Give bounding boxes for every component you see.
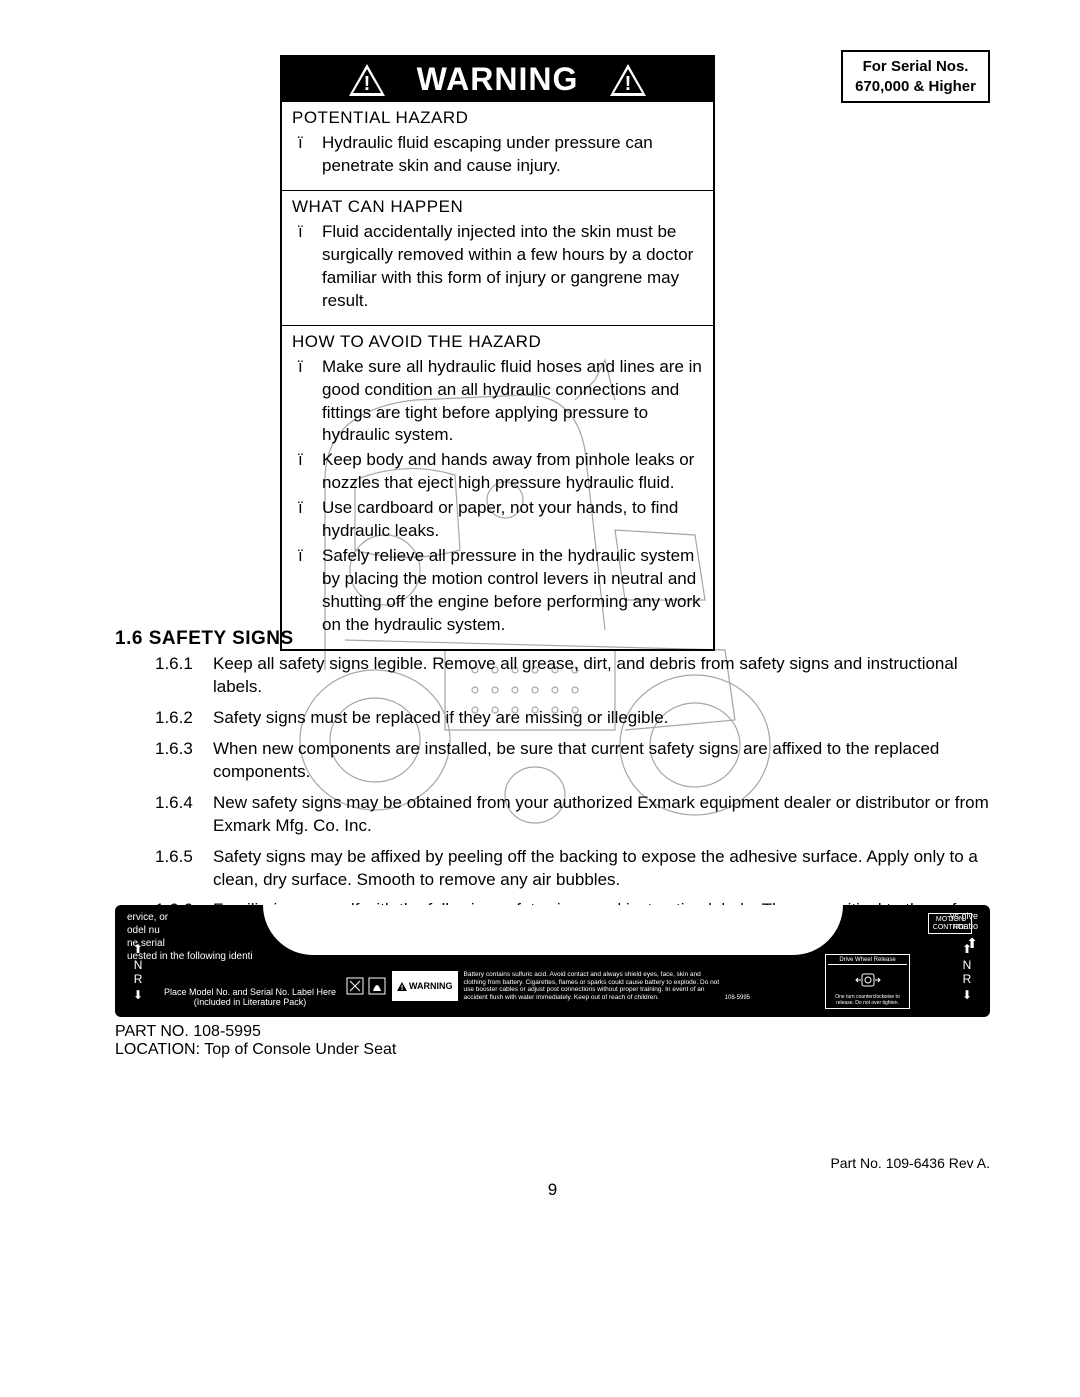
release-diagram-icon [854, 968, 882, 992]
warning-section-heading: WHAT CAN HAPPEN [292, 197, 703, 217]
item-number: 1.6.4 [155, 792, 213, 838]
mini-warning-strip: ! WARNING Battery contains sulfuric acid… [340, 971, 750, 1001]
list-item: 1.6.3When new components are installed, … [155, 738, 990, 784]
warning-bullet: ïKeep body and hands away from pinhole l… [292, 449, 703, 495]
serial-line1: For Serial Nos. [855, 57, 976, 77]
warning-box: ! WARNING ! POTENTIAL HAZARD ïHydraulic f… [280, 55, 715, 651]
warning-bullet: ïHydraulic fluid escaping under pressure… [292, 132, 703, 178]
warning-bullet: ïFluid accidentally injected into the sk… [292, 221, 703, 313]
warning-bullet: ïUse cardboard or paper, not your hands,… [292, 497, 703, 543]
item-text: Safety signs must be replaced if they ar… [213, 707, 990, 730]
console-label-panel: ervice, or odel nu ne serial uested in t… [115, 905, 990, 1017]
panel-model-serial-placeholder: Place Model No. and Serial No. Label Her… [135, 987, 365, 1007]
right-nr-indicator: ⬆ N R ⬇ [962, 941, 972, 1003]
warning-section: WHAT CAN HAPPEN ïFluid accidentally injec… [282, 191, 713, 326]
item-text: Keep all safety signs legible. Remove al… [213, 653, 990, 699]
warning-triangle-icon: ! [608, 62, 648, 98]
caption-location: LOCATION: Top of Console Under Seat [115, 1041, 990, 1059]
list-item: 1.6.2Safety signs must be replaced if th… [155, 707, 990, 730]
warning-section: HOW TO AVOID THE HAZARD ïMake sure all hy… [282, 326, 713, 649]
panel-right-text: ys give rmatio ⬆ [848, 911, 978, 952]
panel-left-text: ervice, or odel nu ne serial uested in t… [127, 911, 262, 963]
item-text: New safety signs may be obtained from yo… [213, 792, 990, 838]
list-item: 1.6.4New safety signs may be obtained fr… [155, 792, 990, 838]
warning-title: WARNING [417, 61, 579, 98]
warning-bullet: ïSafely relieve all pressure in the hydr… [292, 545, 703, 637]
mini-warning-body: Battery contains sulfuric acid. Avoid co… [458, 971, 721, 1001]
svg-text:!: ! [363, 73, 370, 95]
mini-warning-header: ! WARNING [392, 971, 458, 1001]
mini-part-number: 108-5995 [721, 995, 750, 1001]
footer-part-number: Part No. 109-6436 Rev A. [830, 1155, 990, 1171]
drive-wheel-release-box: Drive Wheel Release One turn countercloc… [825, 954, 910, 1009]
warning-header: ! WARNING ! [282, 57, 713, 102]
item-text: When new components are installed, be su… [213, 738, 990, 784]
item-text: Safety signs may be affixed by peeling o… [213, 846, 990, 892]
serial-number-box: For Serial Nos. 670,000 & Higher [841, 50, 990, 103]
warning-bullet: ïMake sure all hydraulic fluid hoses and… [292, 356, 703, 448]
list-item: 1.6.5Safety signs may be affixed by peel… [155, 846, 990, 892]
label-figure: ervice, or odel nu ne serial uested in t… [115, 905, 990, 1059]
warning-triangle-icon: ! [347, 62, 387, 98]
page-number: 9 [548, 1180, 557, 1200]
list-item: 1.6.1Keep all safety signs legible. Remo… [155, 653, 990, 699]
item-number: 1.6.5 [155, 846, 213, 892]
caption-part: PART NO. 108-5995 [115, 1023, 990, 1041]
warning-section-heading: HOW TO AVOID THE HAZARD [292, 332, 703, 352]
warning-section: POTENTIAL HAZARD ïHydraulic fluid escapin… [282, 102, 713, 191]
serial-line2: 670,000 & Higher [855, 77, 976, 97]
hazard-pictograms [340, 971, 392, 1001]
item-number: 1.6.2 [155, 707, 213, 730]
svg-text:!: ! [625, 73, 632, 95]
item-number: 1.6.1 [155, 653, 213, 699]
svg-text:!: ! [401, 985, 403, 991]
warning-section-heading: POTENTIAL HAZARD [292, 108, 703, 128]
section-heading: 1.6 SAFETY SIGNS [115, 628, 294, 650]
label-caption: PART NO. 108-5995 LOCATION: Top of Conso… [115, 1023, 990, 1059]
item-number: 1.6.3 [155, 738, 213, 784]
